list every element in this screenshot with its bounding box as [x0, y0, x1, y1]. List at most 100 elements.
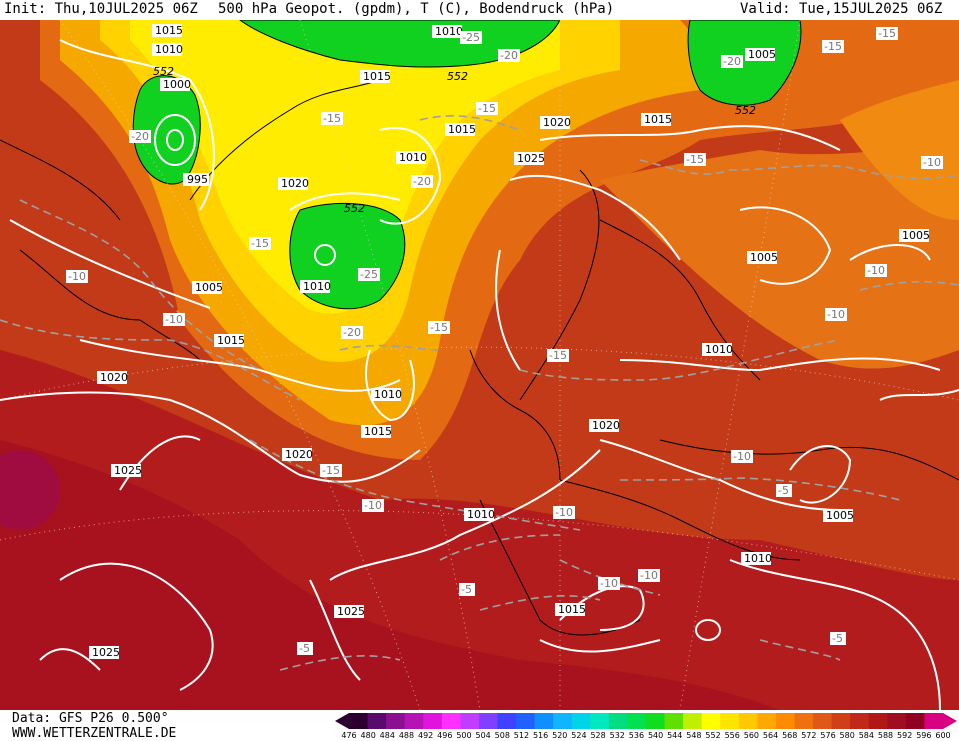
scale-swatch [924, 713, 944, 729]
scale-swatch [590, 713, 610, 729]
svg-text:995: 995 [187, 173, 208, 186]
svg-text:-20: -20 [131, 130, 149, 143]
scale-tick-label: 560 [743, 731, 760, 740]
svg-text:-10: -10 [733, 450, 751, 463]
temperature-label: -15 [321, 112, 343, 125]
temperature-label: -10 [163, 313, 185, 326]
svg-text:-5: -5 [461, 583, 472, 596]
scale-swatch [720, 713, 740, 729]
temperature-label: -5 [830, 632, 846, 645]
svg-text:1005: 1005 [902, 229, 930, 242]
scale-tick-label: 536 [628, 731, 645, 740]
temperature-label: -10 [66, 270, 88, 283]
scale-tick-label: 488 [398, 731, 415, 740]
scale-swatch [404, 713, 424, 729]
scale-swatch [460, 713, 480, 729]
isobar-lines [0, 39, 959, 710]
deepest-red-zone [0, 440, 780, 710]
svg-text:1010: 1010 [303, 280, 331, 293]
svg-text:-15: -15 [251, 237, 269, 250]
isobar-label: 1015 [214, 334, 245, 347]
svg-text:-15: -15 [323, 112, 341, 125]
scale-tick-label: 544 [667, 731, 683, 740]
svg-text:1010: 1010 [744, 552, 772, 565]
svg-text:-15: -15 [549, 349, 567, 362]
magenta-spot [0, 450, 60, 530]
geopot-label: 552 [153, 65, 174, 78]
svg-text:1005: 1005 [195, 281, 223, 294]
temperature-labels: -20 -25 -20 -15 -15 -20 -15 -10 -15 -20 … [66, 27, 943, 655]
geopot-label: 552 [735, 104, 756, 117]
svg-text:-5: -5 [832, 632, 843, 645]
scale-tick-label: 500 [456, 731, 472, 740]
color-scale-bar [335, 713, 957, 729]
geopot-labels: 552 552 552 552 [153, 65, 756, 215]
isobar-label: 1025 [334, 605, 365, 618]
scale-tick-label: 584 [858, 731, 874, 740]
scale-swatch [534, 713, 554, 729]
scale-tick-label: 504 [475, 731, 491, 740]
temperature-label: -25 [358, 268, 380, 281]
svg-text:-15: -15 [686, 153, 704, 166]
low-scandinavia-green [687, 20, 802, 106]
scale-swatch [831, 713, 851, 729]
scale-swatch [386, 713, 406, 729]
svg-text:1005: 1005 [826, 509, 854, 522]
temperature-label: -15 [822, 40, 844, 53]
light-yellow-band [130, 20, 560, 314]
svg-text:1000: 1000 [163, 78, 191, 91]
svg-text:1010: 1010 [467, 508, 495, 521]
data-source: Data: GFS P26 0.500° [12, 711, 169, 726]
svg-text:1015: 1015 [644, 113, 672, 126]
isobar-label: 1025 [111, 464, 142, 477]
scale-swatch [627, 713, 647, 729]
scale-tick-label: 484 [379, 731, 395, 740]
svg-text:-5: -5 [299, 642, 310, 655]
svg-text:1005: 1005 [748, 48, 776, 61]
isobar-label: 1005 [823, 509, 854, 522]
temperature-label: -15 [547, 349, 569, 362]
svg-text:1010: 1010 [374, 388, 402, 401]
isobar-label: 1015 [445, 123, 476, 136]
temperature-label: -10 [638, 569, 660, 582]
svg-text:-20: -20 [413, 175, 431, 188]
valid-time: Valid: Tue,15JUL2025 06Z [740, 1, 943, 17]
isobar-label: 1010 [300, 280, 331, 293]
isobar-label: 1000 [160, 78, 191, 91]
svg-text:-25: -25 [360, 268, 378, 281]
scale-tick-label: 512 [513, 731, 530, 740]
scale-tick-label: 476 [341, 731, 357, 740]
svg-text:1025: 1025 [517, 152, 545, 165]
scale-swatch [683, 713, 703, 729]
temperature-label: -10 [825, 308, 847, 321]
scale-tick-label: 568 [782, 731, 798, 740]
isobar-label: 1020 [282, 448, 313, 461]
isobar-label: 1010 [371, 388, 402, 401]
scale-swatch [794, 713, 814, 729]
scale-swatch [553, 713, 573, 729]
temperature-label: -10 [731, 450, 753, 463]
scale-tick-label: 588 [877, 731, 894, 740]
isobar-label: 1015 [360, 70, 391, 83]
isobar-label: 1005 [899, 229, 930, 242]
scale-tick-label: 572 [801, 731, 817, 740]
svg-text:-5: -5 [778, 484, 789, 497]
svg-text:1015: 1015 [448, 123, 476, 136]
temperature-label: -15 [428, 321, 450, 334]
isobar-label: 1010 [432, 25, 463, 38]
coastlines [0, 79, 959, 636]
temperature-label: -10 [865, 264, 887, 277]
svg-text:-10: -10 [867, 264, 885, 277]
svg-text:1015: 1015 [155, 24, 183, 37]
temperature-label: -10 [598, 577, 620, 590]
scale-swatch [775, 713, 795, 729]
temperature-label: -15 [476, 102, 498, 115]
isobar-label: 1015 [555, 603, 586, 616]
geopot-label: 552 [344, 202, 365, 215]
svg-text:1025: 1025 [92, 646, 120, 659]
scale-tick-label: 516 [532, 731, 549, 740]
temperature-label: -20 [129, 130, 151, 143]
scale-tick-label: 564 [762, 731, 779, 740]
scale-tick-label: 556 [724, 731, 740, 740]
svg-text:-10: -10 [827, 308, 845, 321]
